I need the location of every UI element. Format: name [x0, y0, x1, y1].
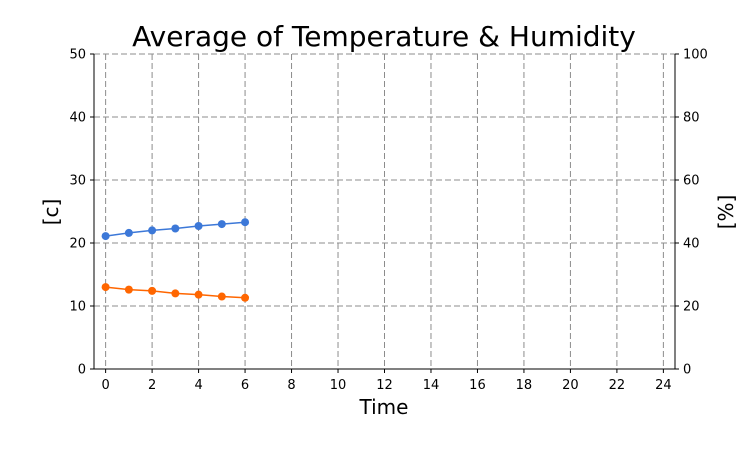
y-tick-label-right: 0 [683, 363, 691, 378]
y-tick-label-left: 0 [78, 363, 86, 378]
x-tick-label: 20 [562, 378, 579, 393]
y-axis-label-left: [c] [39, 199, 63, 226]
grid [94, 53, 675, 370]
x-tick-label: 22 [609, 378, 626, 393]
data-point [217, 292, 226, 301]
x-tick-label: 16 [469, 378, 486, 393]
chart-title: Average of Temperature & Humidity [132, 20, 636, 53]
y-tick-label-left: 20 [69, 237, 86, 252]
y-axis-label-right: [%] [714, 195, 738, 230]
y-tick-label-right: 20 [683, 300, 700, 315]
data-point [194, 290, 203, 299]
data-point [194, 221, 203, 230]
series-0 [101, 218, 250, 241]
x-tick-label: 2 [148, 378, 156, 393]
x-tick-label: 18 [516, 378, 533, 393]
y-tick-label-left: 40 [69, 111, 86, 126]
x-tick-label: 6 [241, 378, 249, 393]
data-point [241, 293, 250, 302]
y-tick-label-left: 50 [69, 48, 86, 63]
y-tick-label-right: 40 [683, 237, 700, 252]
tick-labels: 0 2 4 6 8 10 12 14 16 18 20 22 240102030405002040608… [69, 48, 707, 394]
y-tick-label-right: 100 [683, 48, 708, 63]
y-tick-label-right: 80 [683, 111, 700, 126]
x-tick-label: 10 [330, 378, 347, 393]
y-tick-label-right: 60 [683, 174, 700, 189]
data-point [148, 226, 157, 235]
y-tick-label-left: 10 [69, 300, 86, 315]
axes [90, 53, 679, 373]
x-tick-label: 4 [194, 378, 202, 393]
x-tick-label: 24 [655, 378, 672, 393]
x-tick-label: 0 [101, 378, 109, 393]
data-point [241, 218, 250, 227]
x-tick-label: 8 [287, 378, 295, 393]
data-point [101, 283, 110, 292]
data-point [217, 220, 226, 229]
y-tick-label-left: 30 [69, 174, 86, 189]
data-point [101, 232, 110, 241]
x-axis-label: Time [359, 395, 409, 419]
series-1 [101, 283, 250, 302]
data-point [124, 228, 133, 237]
data-point [148, 286, 157, 295]
x-tick-label: 14 [423, 378, 440, 393]
x-tick-label: 12 [376, 378, 393, 393]
data-point [171, 289, 180, 298]
data-point [171, 224, 180, 233]
data-point [124, 285, 133, 294]
series-layer [101, 218, 250, 302]
